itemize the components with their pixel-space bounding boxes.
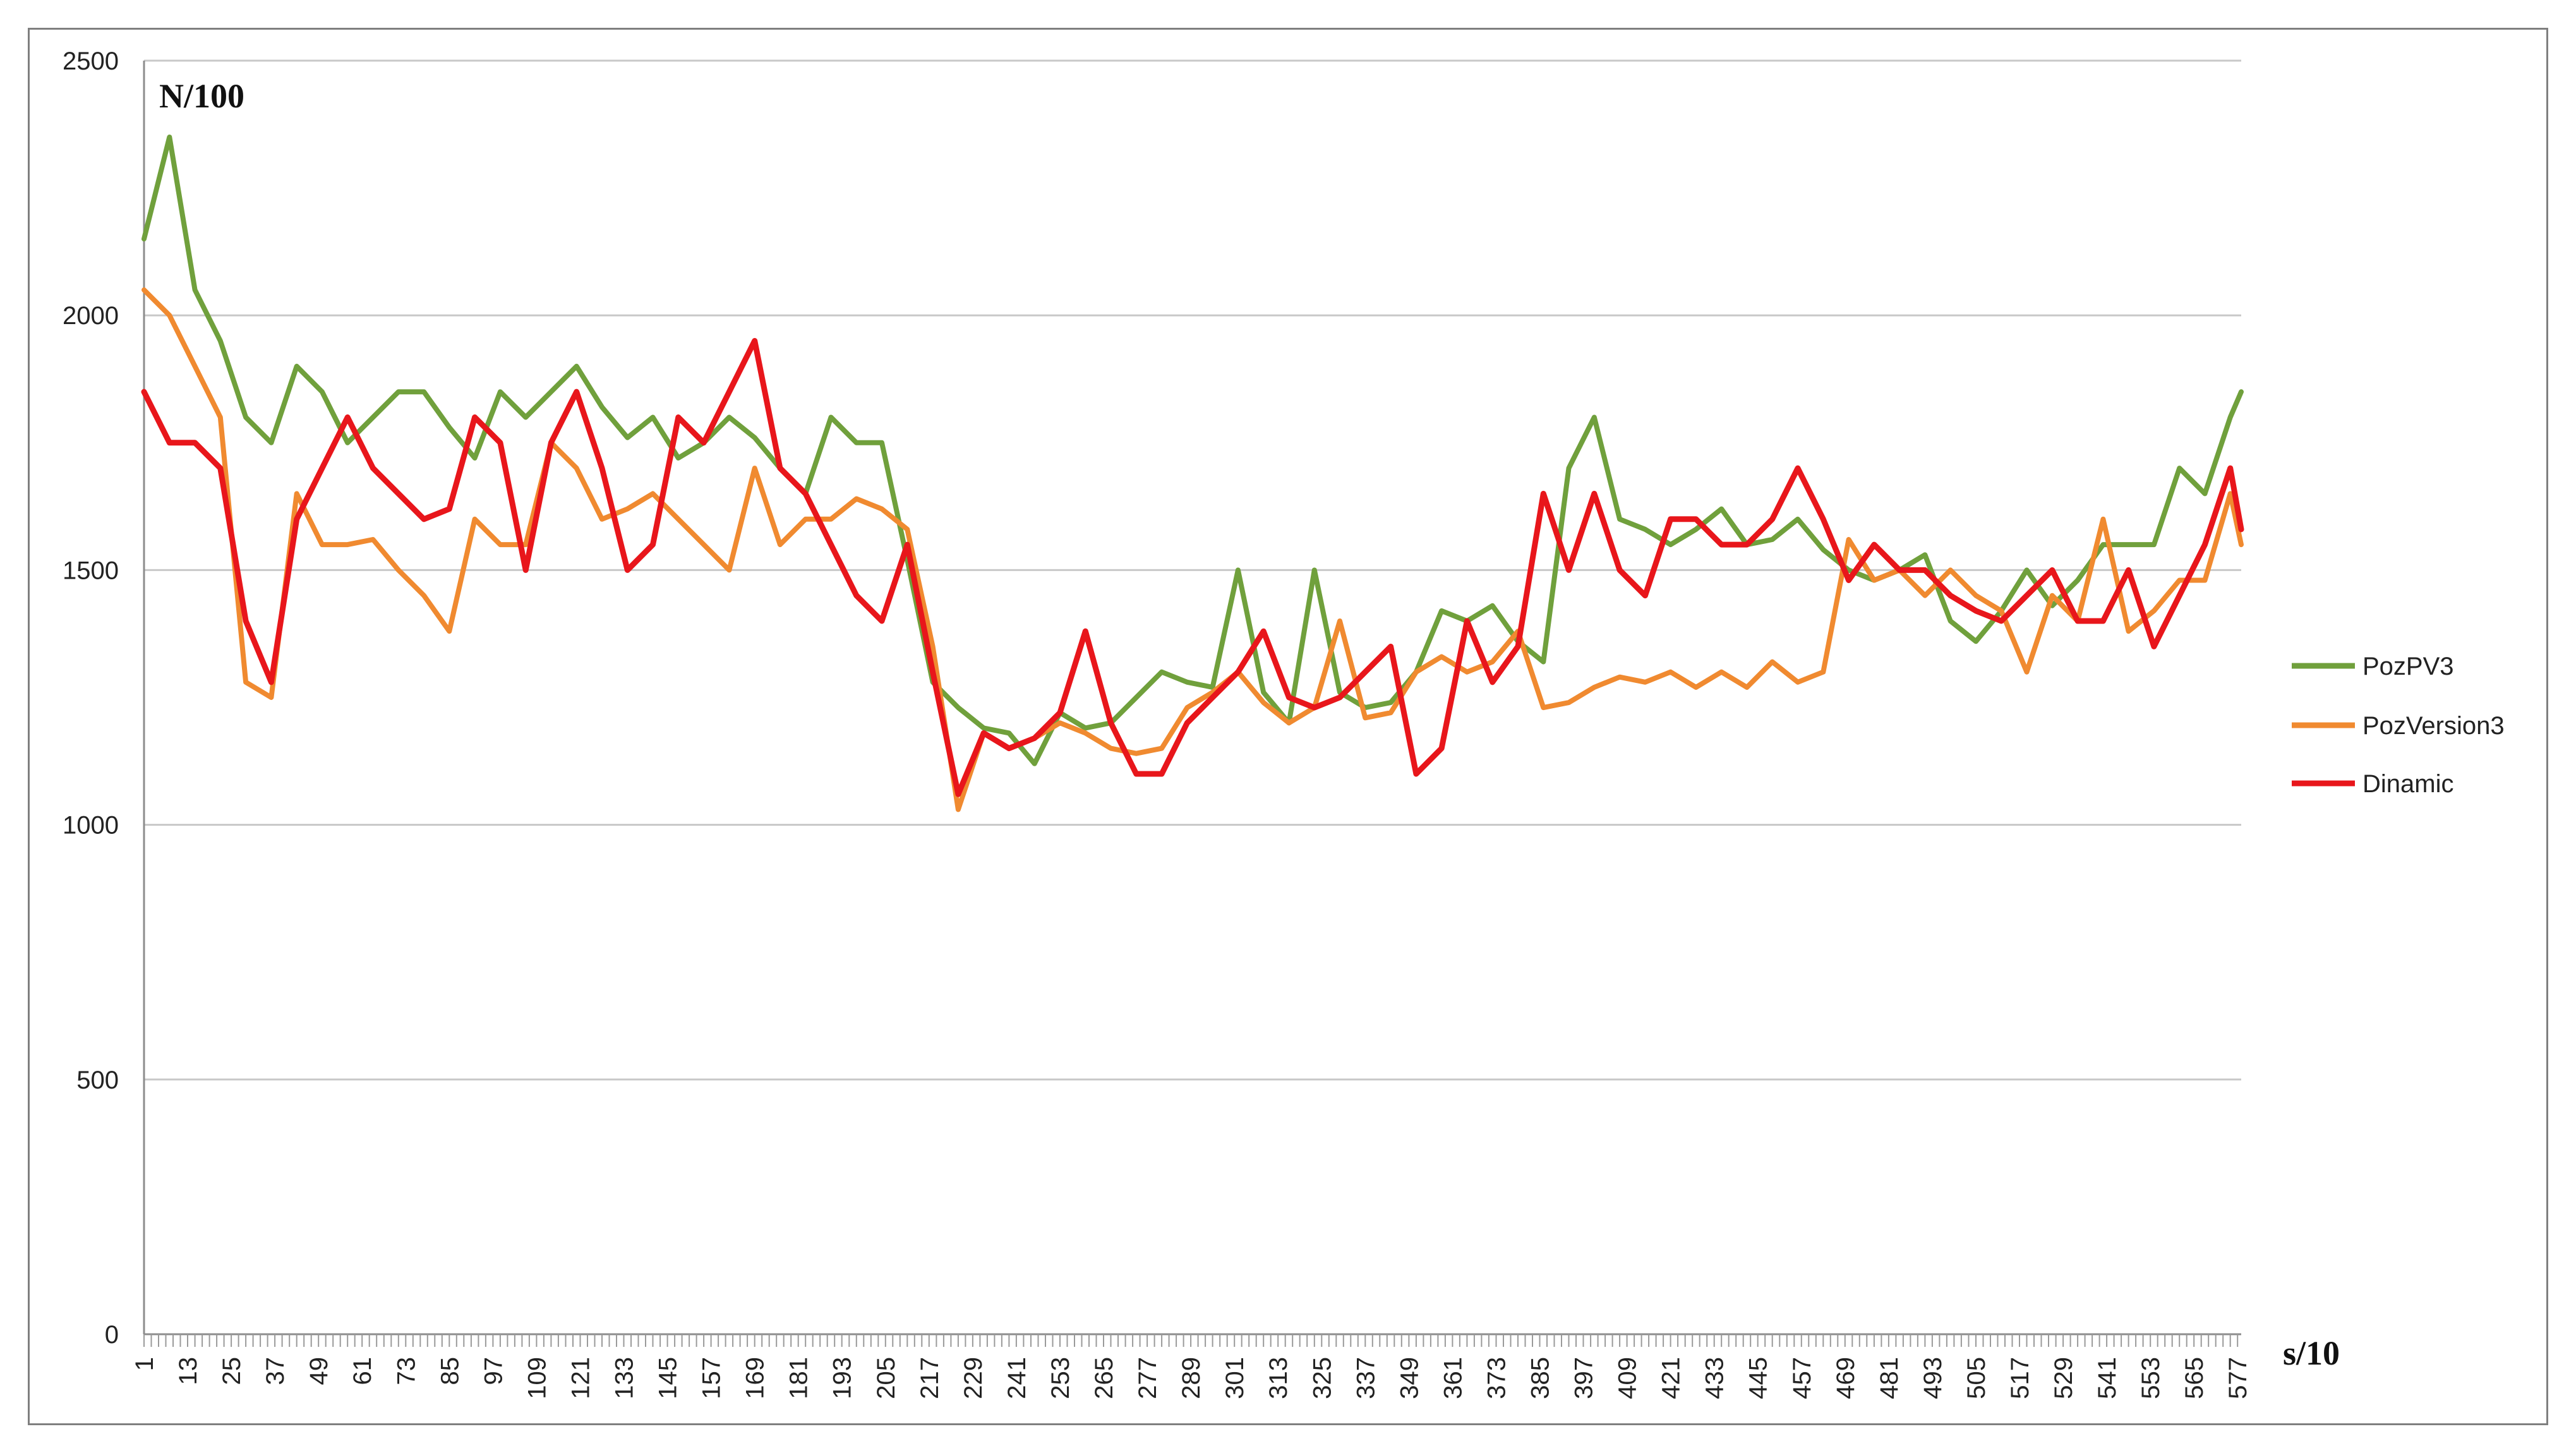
x-tick-label: 541 (2093, 1357, 2121, 1399)
x-tick-label: 205 (872, 1357, 900, 1399)
x-axis-unit-label: s/10 (2283, 1334, 2340, 1372)
x-tick-label: 445 (1745, 1357, 1773, 1399)
y-axis-tick-labels: 0 500 1000 1500 2000 2500 (63, 47, 119, 1349)
x-tick-label: 373 (1483, 1357, 1510, 1399)
x-tick-label: 133 (611, 1357, 639, 1399)
x-tick-label: 301 (1221, 1357, 1249, 1399)
x-tick-label: 565 (2181, 1357, 2208, 1399)
x-tick-label: 349 (1395, 1357, 1423, 1399)
chart-frame (28, 28, 2548, 1425)
x-axis-ticks (143, 1334, 2239, 1347)
x-tick-label: 181 (785, 1357, 813, 1399)
x-tick-label: 313 (1265, 1357, 1292, 1399)
x-tick-label: 13 (174, 1357, 202, 1385)
x-tick-label: 85 (436, 1357, 464, 1385)
x-tick-label: 457 (1788, 1357, 1816, 1399)
x-tick-label: 97 (479, 1357, 507, 1385)
x-tick-label: 121 (567, 1357, 594, 1399)
x-tick-label: 37 (262, 1357, 289, 1385)
gridlines (143, 59, 2241, 1335)
x-tick-label: 145 (654, 1357, 682, 1399)
x-tick-label: 193 (829, 1357, 857, 1399)
y-tick-label: 1000 (63, 812, 119, 840)
x-tick-label: 325 (1308, 1357, 1336, 1399)
x-tick-label: 517 (2006, 1357, 2034, 1399)
x-tick-label: 553 (2137, 1357, 2165, 1399)
x-tick-label: 361 (1439, 1357, 1467, 1399)
x-tick-label: 229 (960, 1357, 987, 1399)
x-tick-label: 433 (1701, 1357, 1729, 1399)
x-tick-label: 265 (1090, 1357, 1118, 1399)
x-tick-label: 385 (1526, 1357, 1554, 1399)
x-tick-label: 109 (523, 1357, 551, 1399)
series-line-pozversion3 (141, 287, 2244, 812)
x-tick-label: 1 (131, 1357, 159, 1371)
x-tick-label: 529 (2050, 1357, 2078, 1399)
y-axis-unit-label: N/100 (159, 77, 244, 115)
series-line-dinamic (141, 338, 2244, 797)
x-tick-label: 73 (392, 1357, 420, 1385)
x-tick-label: 61 (349, 1357, 376, 1385)
legend-label: Dinamic (2362, 770, 2453, 798)
x-tick-label: 505 (1963, 1357, 1990, 1399)
series-lines (141, 135, 2244, 812)
x-axis-minor-ticks (143, 1334, 2239, 1347)
x-tick-label: 157 (698, 1357, 726, 1399)
x-tick-label: 253 (1047, 1357, 1074, 1399)
legend-label: PozPV3 (2362, 653, 2454, 680)
y-tick-label: 2000 (63, 302, 119, 330)
x-tick-label: 241 (1003, 1357, 1031, 1399)
x-tick-label: 469 (1832, 1357, 1860, 1399)
x-tick-label: 577 (2224, 1357, 2252, 1399)
x-tick-label: 409 (1614, 1357, 1642, 1399)
series-line-pozpv3 (141, 135, 2244, 766)
x-tick-label: 169 (742, 1357, 769, 1399)
x-tick-label: 25 (218, 1357, 246, 1385)
x-tick-label: 481 (1875, 1357, 1903, 1399)
x-tick-label: 397 (1570, 1357, 1598, 1399)
y-tick-label: 1500 (63, 557, 119, 584)
x-tick-label: 49 (305, 1357, 333, 1385)
y-tick-label: 2500 (63, 47, 119, 75)
x-axis-tick-labels: 1 13 25 37 49 61 73 85 97 109 121 133 145 157 169 181 19… (131, 1357, 2252, 1399)
x-tick-label: 277 (1134, 1357, 1162, 1399)
legend-label: PozVersion3 (2362, 712, 2505, 740)
x-tick-label: 289 (1177, 1357, 1205, 1399)
x-tick-label: 493 (1919, 1357, 1947, 1399)
x-tick-label: 421 (1658, 1357, 1685, 1399)
x-tick-label: 217 (916, 1357, 944, 1399)
legend: PozPV3 PozVersion3 Dinamic (2292, 653, 2505, 798)
y-tick-label: 0 (105, 1321, 119, 1349)
x-tick-label: 337 (1352, 1357, 1380, 1399)
y-tick-label: 500 (76, 1066, 119, 1094)
